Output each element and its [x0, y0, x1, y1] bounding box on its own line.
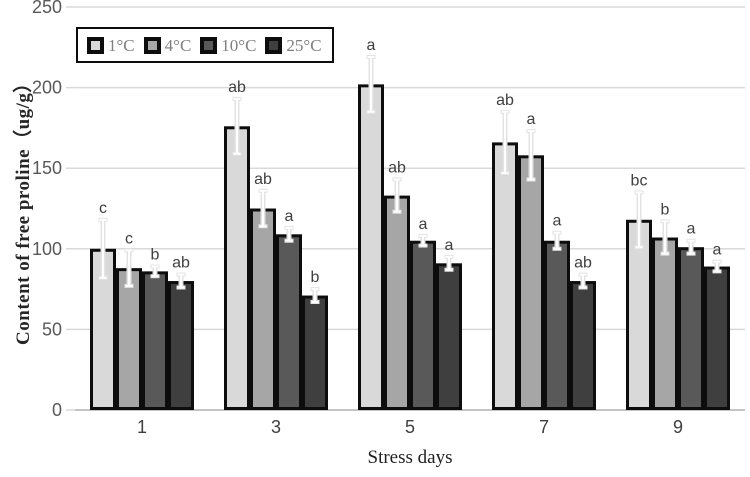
significance-label: a [285, 208, 294, 225]
significance-label: a [553, 213, 562, 230]
legend: 1°C 4°C 10°C 25°C [76, 27, 334, 63]
bar [142, 271, 168, 411]
bar [302, 295, 328, 411]
x-tick-label: 9 [673, 417, 683, 437]
x-tick-label: 3 [271, 417, 281, 437]
y-tick-label: 150 [32, 158, 62, 178]
bar [678, 247, 704, 410]
significance-label: a [687, 221, 696, 238]
bar [652, 237, 678, 410]
legend-item-3: 10°C [200, 35, 257, 55]
x-tick-label: 7 [539, 417, 549, 437]
bar [518, 155, 544, 410]
legend-item-1: 1°C [87, 35, 135, 55]
y-tick-label: 250 [32, 0, 62, 17]
x-tick-label: 5 [405, 417, 415, 437]
legend-item-2: 4°C [143, 35, 192, 55]
bar [570, 281, 596, 411]
bar [250, 208, 276, 410]
legend-label: 4°C [164, 35, 192, 55]
significance-label: a [445, 237, 454, 254]
significance-label: bc [631, 172, 648, 189]
y-axis-title: Content of free proline（ug/g） [13, 73, 34, 345]
legend-label: 10°C [221, 35, 257, 55]
bar [224, 126, 250, 411]
bar [544, 240, 570, 410]
significance-label: ab [388, 159, 406, 176]
legend-marker-icon [143, 36, 161, 54]
significance-label: b [661, 201, 670, 218]
y-tick-label: 100 [32, 239, 62, 259]
y-tick-label: 0 [52, 400, 62, 420]
bar [384, 195, 410, 410]
significance-label: ab [228, 79, 246, 96]
bar [410, 240, 436, 410]
bar [436, 263, 462, 411]
bar [492, 142, 518, 411]
significance-label: ab [574, 255, 592, 272]
legend-marker-icon [87, 36, 104, 54]
bar [276, 234, 302, 410]
y-tick-label: 50 [42, 319, 62, 339]
significance-label: a [367, 37, 376, 54]
significance-label: a [419, 216, 428, 233]
bar [626, 219, 652, 410]
legend-marker-icon [265, 36, 283, 54]
significance-label: ab [172, 255, 190, 272]
bar [168, 281, 194, 411]
legend-label: 25°C [286, 35, 322, 55]
y-tick-label: 200 [32, 78, 62, 98]
significance-label: ab [496, 92, 514, 109]
significance-label: c [125, 230, 133, 247]
bar [704, 266, 730, 411]
x-tick-label: 1 [137, 417, 147, 437]
legend-label: 1°C [108, 35, 135, 55]
significance-label: ab [254, 171, 272, 188]
legend-item-4: 25°C [265, 35, 322, 55]
bar [358, 84, 384, 410]
significance-label: b [311, 269, 320, 286]
significance-label: a [713, 242, 722, 259]
significance-label: a [527, 111, 536, 128]
bar [116, 268, 142, 411]
x-axis-title: Stress days [367, 447, 453, 468]
significance-label: b [151, 247, 160, 264]
significance-label: c [99, 200, 107, 217]
legend-marker-icon [200, 36, 218, 54]
